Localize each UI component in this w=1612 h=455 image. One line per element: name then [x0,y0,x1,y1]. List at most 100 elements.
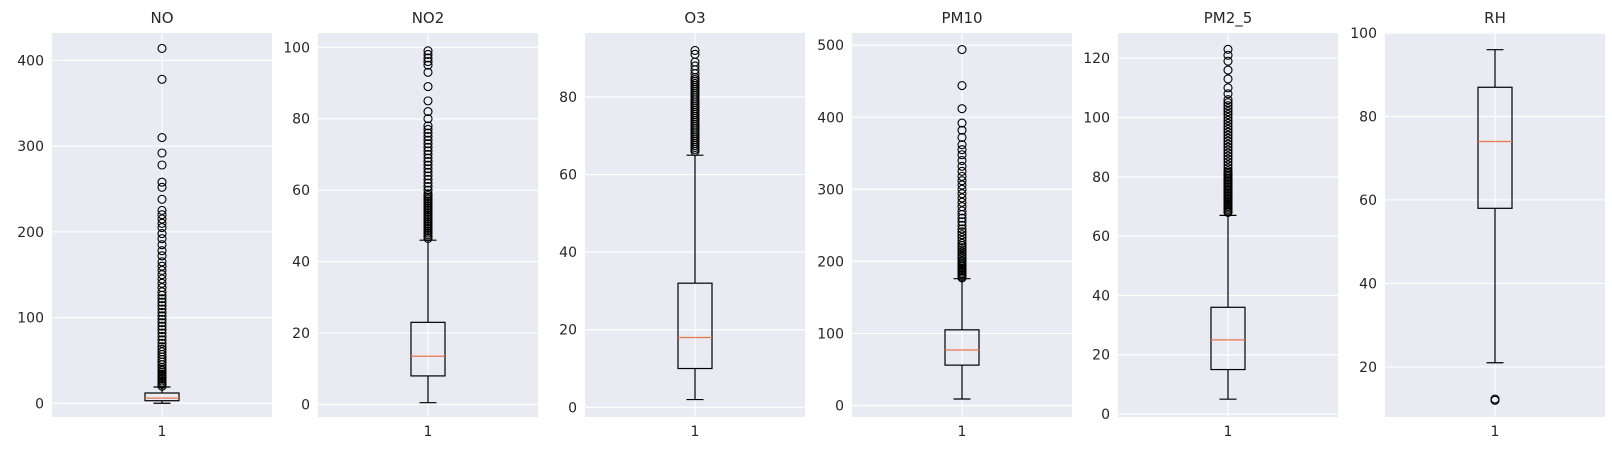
outlier-point-no [157,311,167,321]
outlier-point-no2 [423,178,433,188]
x-tick-label-pm2-5: 1 [1224,424,1233,440]
box-iqr-no [144,392,180,402]
y-tick-label-pm2-5: 40 [1092,288,1110,304]
outlier-point-pm2-5 [1223,50,1233,60]
outlier-point-pm10 [957,230,967,240]
outlier-point-no [157,261,167,271]
outlier-point-pm2-5 [1223,65,1233,75]
outlier-point-pm2-5 [1223,133,1233,143]
panel-no2: 0 20 40 60 80 100 NO2 1 [283,9,538,440]
outlier-point-pm10 [957,180,967,190]
outlier-point-pm2-5 [1223,148,1233,158]
outlier-point-no2 [423,82,433,92]
outlier-point-pm2-5 [1223,95,1233,105]
y-tick-label-o3: 60 [559,168,577,184]
outlier-point-no [157,177,167,187]
outlier-point-no2 [423,157,433,167]
outlier-point-pm10 [957,161,967,171]
outlier-point-no [157,182,167,192]
outlier-point-pm10 [957,193,967,203]
outlier-point-no2 [423,189,433,199]
outlier-point-pm10 [957,238,967,248]
outlier-point-no [157,278,167,288]
outlier-point-pm2-5 [1223,127,1233,137]
outlier-point-pm2-5 [1223,157,1233,167]
outlier-point-no [157,297,167,307]
outlier-point-no [157,270,167,280]
outlier-point-no [157,223,167,233]
outlier-point-no2 [423,114,433,124]
outlier-point-pm2-5 [1223,145,1233,155]
outlier-point-pm2-5 [1223,112,1233,123]
outlier-point-pm10 [957,206,967,216]
outlier-point-no [157,74,167,84]
outlier-point-no [157,287,167,297]
outlier-point-no2 [423,96,433,106]
outlier-point-pm10 [957,140,967,150]
outlier-point-no [157,304,167,314]
box-iqr-pm10 [944,329,980,366]
y-tick-label-no: 400 [17,53,44,69]
outlier-point-no2 [423,142,433,152]
outlier-point-pm2-5 [1223,104,1233,114]
outlier-point-pm2-5 [1223,154,1233,164]
outlier-point-pm2-5 [1223,98,1233,108]
outlier-point-no [157,251,167,261]
outlier-point-pm10 [957,166,967,176]
outlier-point-pm10 [957,45,967,55]
outlier-point-pm10 [957,104,967,114]
outlier-point-no2 [423,167,433,177]
outlier-point-pm2-5 [1223,74,1233,84]
outlier-point-pm10 [957,235,967,246]
outlier-point-pm2-5 [1223,163,1233,173]
panel-title-pm10: PM10 [941,9,982,27]
y-tick-label-pm2-5: 120 [1083,51,1110,67]
outlier-point-pm2-5 [1223,151,1233,161]
outlier-point-no2 [423,67,433,77]
outlier-point-pm2-5 [1223,109,1233,120]
outlier-point-no2 [423,128,433,138]
y-tick-label-pm10: 400 [817,110,844,126]
outlier-point-no [157,318,167,328]
outlier-point-no2 [423,153,433,163]
outlier-point-no [157,301,167,311]
outlier-point-no2 [423,171,433,181]
y-tick-label-no2: 100 [283,40,310,56]
outlier-point-no [157,214,167,224]
y-tick-label-no2: 0 [301,397,310,413]
outlier-point-no [157,283,167,293]
y-tick-label-pm2-5: 100 [1083,111,1110,127]
y-tick-label-no: 100 [17,311,44,327]
outlier-point-no2 [423,182,433,192]
outlier-point-pm10 [957,118,967,128]
outlier-point-no [157,347,167,357]
outlier-point-pm2-5 [1223,44,1233,54]
outlier-point-no [157,342,167,352]
outlier-point-pm2-5 [1223,130,1233,140]
outlier-point-pm2-5 [1223,118,1233,128]
x-tick-label-pm10: 1 [958,424,967,440]
outlier-point-no [157,307,167,317]
y-tick-label-pm10: 500 [817,38,844,54]
outlier-point-no [157,194,167,204]
outlier-point-pm10 [957,213,967,223]
y-tick-label-pm10: 200 [817,254,844,270]
outlier-point-no2 [423,139,433,149]
outlier-point-no [157,294,167,304]
outlier-point-no2 [423,121,433,131]
y-tick-label-o3: 80 [559,90,577,106]
outlier-point-no [157,234,167,244]
box-iqr-pm2-5 [1210,306,1246,371]
y-tick-label-no: 0 [35,396,44,412]
y-tick-label-no: 200 [17,225,44,241]
outlier-point-no [157,321,167,331]
outlier-point-no [157,335,167,345]
panel-title-o3: O3 [684,9,705,27]
outlier-point-pm10 [957,224,967,234]
outlier-point-no [157,257,167,267]
outlier-point-pm10 [957,150,967,160]
outlier-point-pm2-5 [1223,56,1233,66]
outlier-point-pm2-5 [1223,89,1233,99]
y-tick-label-rh: 40 [1359,276,1377,292]
